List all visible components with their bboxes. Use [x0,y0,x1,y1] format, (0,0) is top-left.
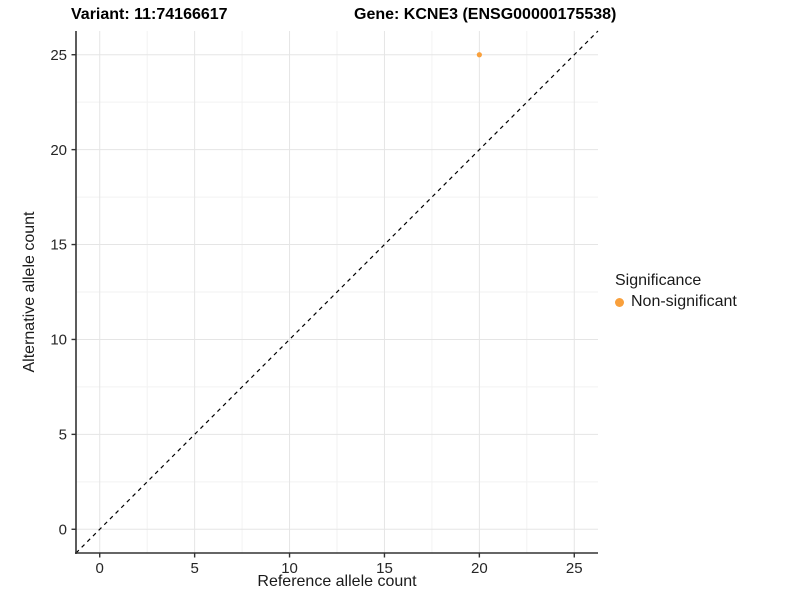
x-tick-label: 20 [471,560,488,577]
y-tick-label: 20 [50,142,67,159]
legend-item: Non-significant [615,293,737,311]
x-tick-label: 15 [376,560,393,577]
y-tick-label: 25 [50,47,67,64]
x-tick-label: 0 [96,560,104,577]
identity-reference-line [75,30,599,554]
data-point [476,52,482,58]
plot-title-variant: Variant: 11:74166617 [71,6,228,23]
x-tick-label: 10 [281,560,298,577]
x-tick-label: 25 [566,560,583,577]
legend-point-icon [615,297,624,307]
plot-title-gene: Gene: KCNE3 (ENSG00000175538) [354,6,617,23]
y-axis-title: Alternative allele count [21,211,38,373]
x-axis-title: Reference allele count [257,573,417,590]
y-tick-label: 10 [50,332,67,349]
legend-items: Non-significant [615,293,737,311]
legend: Significance Non-significant [615,272,737,311]
legend-title: Significance [615,272,702,289]
x-tick-label: 5 [190,560,198,577]
y-tick-label: 5 [59,427,67,444]
y-tick-label: 0 [59,521,67,538]
legend-item-label: Non-significant [631,293,737,310]
y-tick-label: 15 [50,237,67,254]
